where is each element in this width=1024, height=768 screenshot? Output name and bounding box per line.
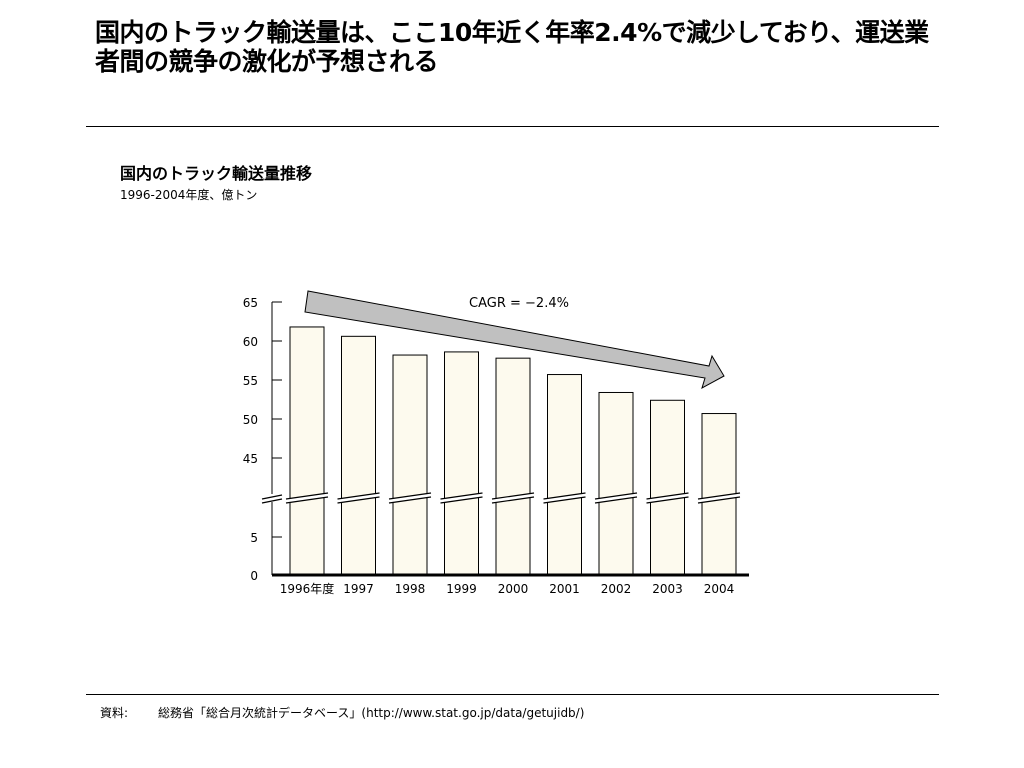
page-headline: 国内のトラック輸送量は、ここ10年近く年率2.4%で減少しており、運送業者間の競… [95,18,929,76]
bar [444,351,479,576]
x-tick-label: 2004 [704,582,735,596]
bar [598,391,634,576]
x-tick-label: 2001 [549,582,580,596]
axis-break-line [697,496,741,504]
axis-break-line [543,492,586,500]
axis-break-line [285,496,329,504]
axis-break-line [491,496,535,504]
x-tick-label: 1998 [395,582,426,596]
axis-break-line [337,492,380,500]
axis-break-line [388,496,432,504]
axis-break-gap [492,493,534,503]
axis-break-line [388,492,432,500]
bar [289,326,325,576]
axis-break-line [594,492,638,500]
bar [341,335,376,576]
x-tick-label: 1999 [446,582,477,596]
bottom-divider [86,694,939,695]
axis-break-line [491,492,535,500]
x-tick-label: 1996年度 [280,581,335,596]
axis-break-line [337,496,380,504]
bar [547,374,582,576]
x-tick-label: 2002 [601,582,632,596]
x-tick-label: 2000 [498,582,529,596]
bar [392,354,428,576]
axis-break-gap [286,493,328,503]
y-tick-label: 55 [243,374,258,388]
y-tick-label: 50 [243,413,258,427]
axis-break-line [261,498,283,504]
y-tick-label: 65 [243,296,258,310]
source-label: 資料: [100,706,129,720]
axis-break-line [646,492,689,500]
axis-break-line [261,494,283,500]
axis-break-gap [698,493,740,503]
axis-break-line [646,496,689,504]
y-tick-label: 0 [250,569,258,583]
bar [650,399,685,576]
cagr-annotation: CAGR = −2.4% [469,296,569,311]
axis-break-gap [646,493,689,503]
trend-arrow [304,290,725,390]
top-divider [86,126,939,127]
axis-break-gap [595,493,637,503]
axis-break-gap [389,493,431,503]
x-tick-label: 1997 [343,582,374,596]
bar [495,357,531,576]
axis-break-gap [543,493,586,503]
axis-break-gap [440,493,483,503]
axis-break-line [440,492,483,500]
axis-break-line [285,492,329,500]
axis-break-line [594,496,638,504]
y-tick-label: 5 [250,531,258,545]
axis-break-gap [337,493,380,503]
axis-break-line [697,492,741,500]
chart-subtitle: 1996-2004年度、億トン [120,188,258,202]
chart-title: 国内のトラック輸送量推移 [120,164,313,183]
source-text: 総務省「総合月次統計データベース」(http://www.stat.go.jp/… [158,706,585,720]
y-tick-label: 45 [243,452,258,466]
axis-break-line [440,496,483,504]
axis-break-line [543,496,586,504]
y-tick-label: 60 [243,335,258,349]
x-tick-label: 2003 [652,582,683,596]
